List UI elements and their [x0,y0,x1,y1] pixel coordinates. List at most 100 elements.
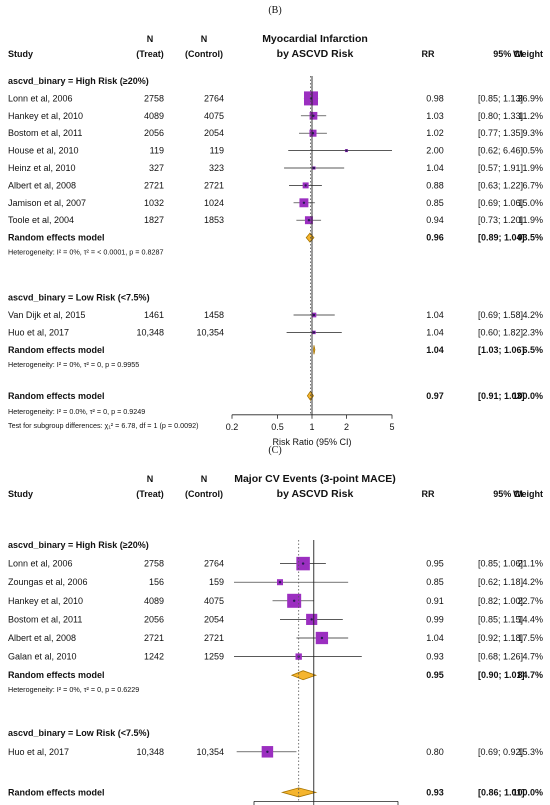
group-label: ascvd_binary = Low Risk (<7.5%) [8,293,150,303]
rr-value: 0.93 [426,652,444,662]
heterogeneity-text: Heterogeneity: I² = 0%, τ² = 0, p = 0.99… [8,360,139,369]
x-axis-label: Risk Ratio (95% CI) [272,437,351,447]
n-treat-value: 1032 [144,198,164,208]
group-label: ascvd_binary = Low Risk (<7.5%) [8,728,150,738]
header-ci: 95% CI [493,489,523,499]
point-estimate-dot [307,219,311,222]
point-estimate-dot [292,599,296,602]
point-estimate-dot [304,184,307,187]
weight-value: 2.3% [522,327,543,337]
header-study: Study [8,489,33,499]
x-tick-label: 5 [389,422,394,432]
ci-value: [0.69; 1.58] [478,310,523,320]
weight-value: 22.7% [517,596,543,606]
n-treat-value: 2758 [144,93,164,103]
group-label: ascvd_binary = High Risk (≥20%) [8,76,149,86]
overall-ci-value: [0.91; 1.03] [478,391,525,401]
overall-random-effects-label: Random effects model [8,391,105,401]
n-control-value: 2764 [204,93,224,103]
summary-diamond [313,345,316,355]
n-control-value: 119 [210,146,224,156]
weight-value: 4.2% [522,577,543,587]
overall-rr-value: 0.93 [426,787,444,797]
rr-value: 0.80 [426,747,444,757]
chart-subtitle: by ASCVD Risk [277,488,354,500]
rr-value: 0.98 [426,93,444,103]
rr-value: 0.95 [426,559,444,569]
heterogeneity-text: Heterogeneity: I² = 0%, τ² = < 0.0001, p… [8,248,163,257]
n-control-value: 323 [209,163,224,173]
chart-subtitle: by ASCVD Risk [277,48,354,60]
n-control-value: 1024 [204,198,224,208]
ci-value: [0.85; 1.13] [478,93,523,103]
chart-title: Myocardial Infarction [262,33,368,45]
header-weight: Weight [513,489,543,499]
overall-heterogeneity-text: Heterogeneity: I² = 28.9%, τ² = 0.0030, … [8,803,167,805]
rr-value: 1.04 [426,163,444,173]
rr-value: 0.88 [426,180,444,190]
rr-value: 2.00 [426,146,444,156]
n-control-value: 10,354 [196,327,224,337]
point-estimate-dot [302,201,306,204]
summary-weight-value: 93.5% [517,233,543,243]
ci-value: [0.57; 1.91] [478,163,523,173]
ci-value: [0.80; 1.33] [478,111,523,121]
header-treat: (Treat) [136,489,164,499]
x-tick-label: 0.5 [271,422,284,432]
summary-ci-value: [1.03; 1.06] [478,345,525,355]
summary-weight-value: 6.5% [522,345,543,355]
n-treat-value: 327 [149,163,164,173]
point-estimate-dot [312,114,315,118]
weight-value: 11.9% [518,215,543,225]
ci-value: [0.85; 1.06] [478,559,523,569]
summary-weight-value: 84.7% [517,670,543,680]
overall-weight-value: 100.0% [512,391,543,401]
study-name: Huo et al, 2017 [8,747,69,757]
ci-value: [0.92; 1.18] [478,633,523,643]
header-weight: Weight [513,49,543,59]
n-treat-value: 1461 [144,310,164,320]
summary-rr-value: 0.95 [426,670,444,680]
rr-value: 1.03 [426,111,444,121]
n-control-value: 4075 [204,111,224,121]
random-effects-label: Random effects model [8,345,105,355]
n-treat-value: 4089 [144,111,164,121]
heterogeneity-text: Heterogeneity: I² = 0%, τ² = 0, p = 0.62… [8,685,139,694]
summary-diamond [305,232,315,243]
n-control-value: 4075 [204,596,224,606]
study-name: Hankey et al, 2010 [8,596,83,606]
subgroup-test-text: Test for subgroup differences: χ₁² = 6.7… [8,421,198,430]
n-control-value: 2764 [204,559,224,569]
study-name: Zoungas et al, 2006 [8,577,88,587]
rr-value: 1.04 [426,633,444,643]
header-control: (Control) [185,489,223,499]
forest-panel-b: (B) Myocardial Infarction by ASCVD Risk Stu… [8,5,543,447]
n-treat-value: 1827 [144,215,164,225]
study-name: Galan et al, 2010 [8,652,77,662]
n-control-value: 159 [209,577,224,587]
header-n-treat: N [147,474,154,484]
n-control-value: 2054 [204,128,224,138]
weight-value: 4.2% [522,310,543,320]
ci-value: [0.77; 1.35] [478,128,523,138]
study-name: Lonn et al, 2006 [8,559,73,569]
n-treat-value: 10,348 [136,327,164,337]
header-rr: RR [422,489,435,499]
summary-ci-value: [0.89; 1.04] [478,233,525,243]
n-control-value: 2054 [204,614,224,624]
study-name: Hankey et al, 2010 [8,111,83,121]
ci-value: [0.69; 0.92] [478,747,523,757]
weight-value: 14.4% [517,614,543,624]
rr-value: 0.91 [426,596,444,606]
header-n-control: N [201,474,208,484]
header-control: (Control) [185,49,223,59]
point-estimate-dot [301,562,305,565]
point-estimate-dot [320,636,324,640]
weight-value: 0.5% [522,146,543,156]
n-treat-value: 4089 [144,596,164,606]
n-control-value: 10,354 [196,747,224,757]
rr-value: 0.85 [426,198,444,208]
ci-value: [0.68; 1.26] [478,652,523,662]
overall-weight-value: 100.0% [512,787,543,797]
